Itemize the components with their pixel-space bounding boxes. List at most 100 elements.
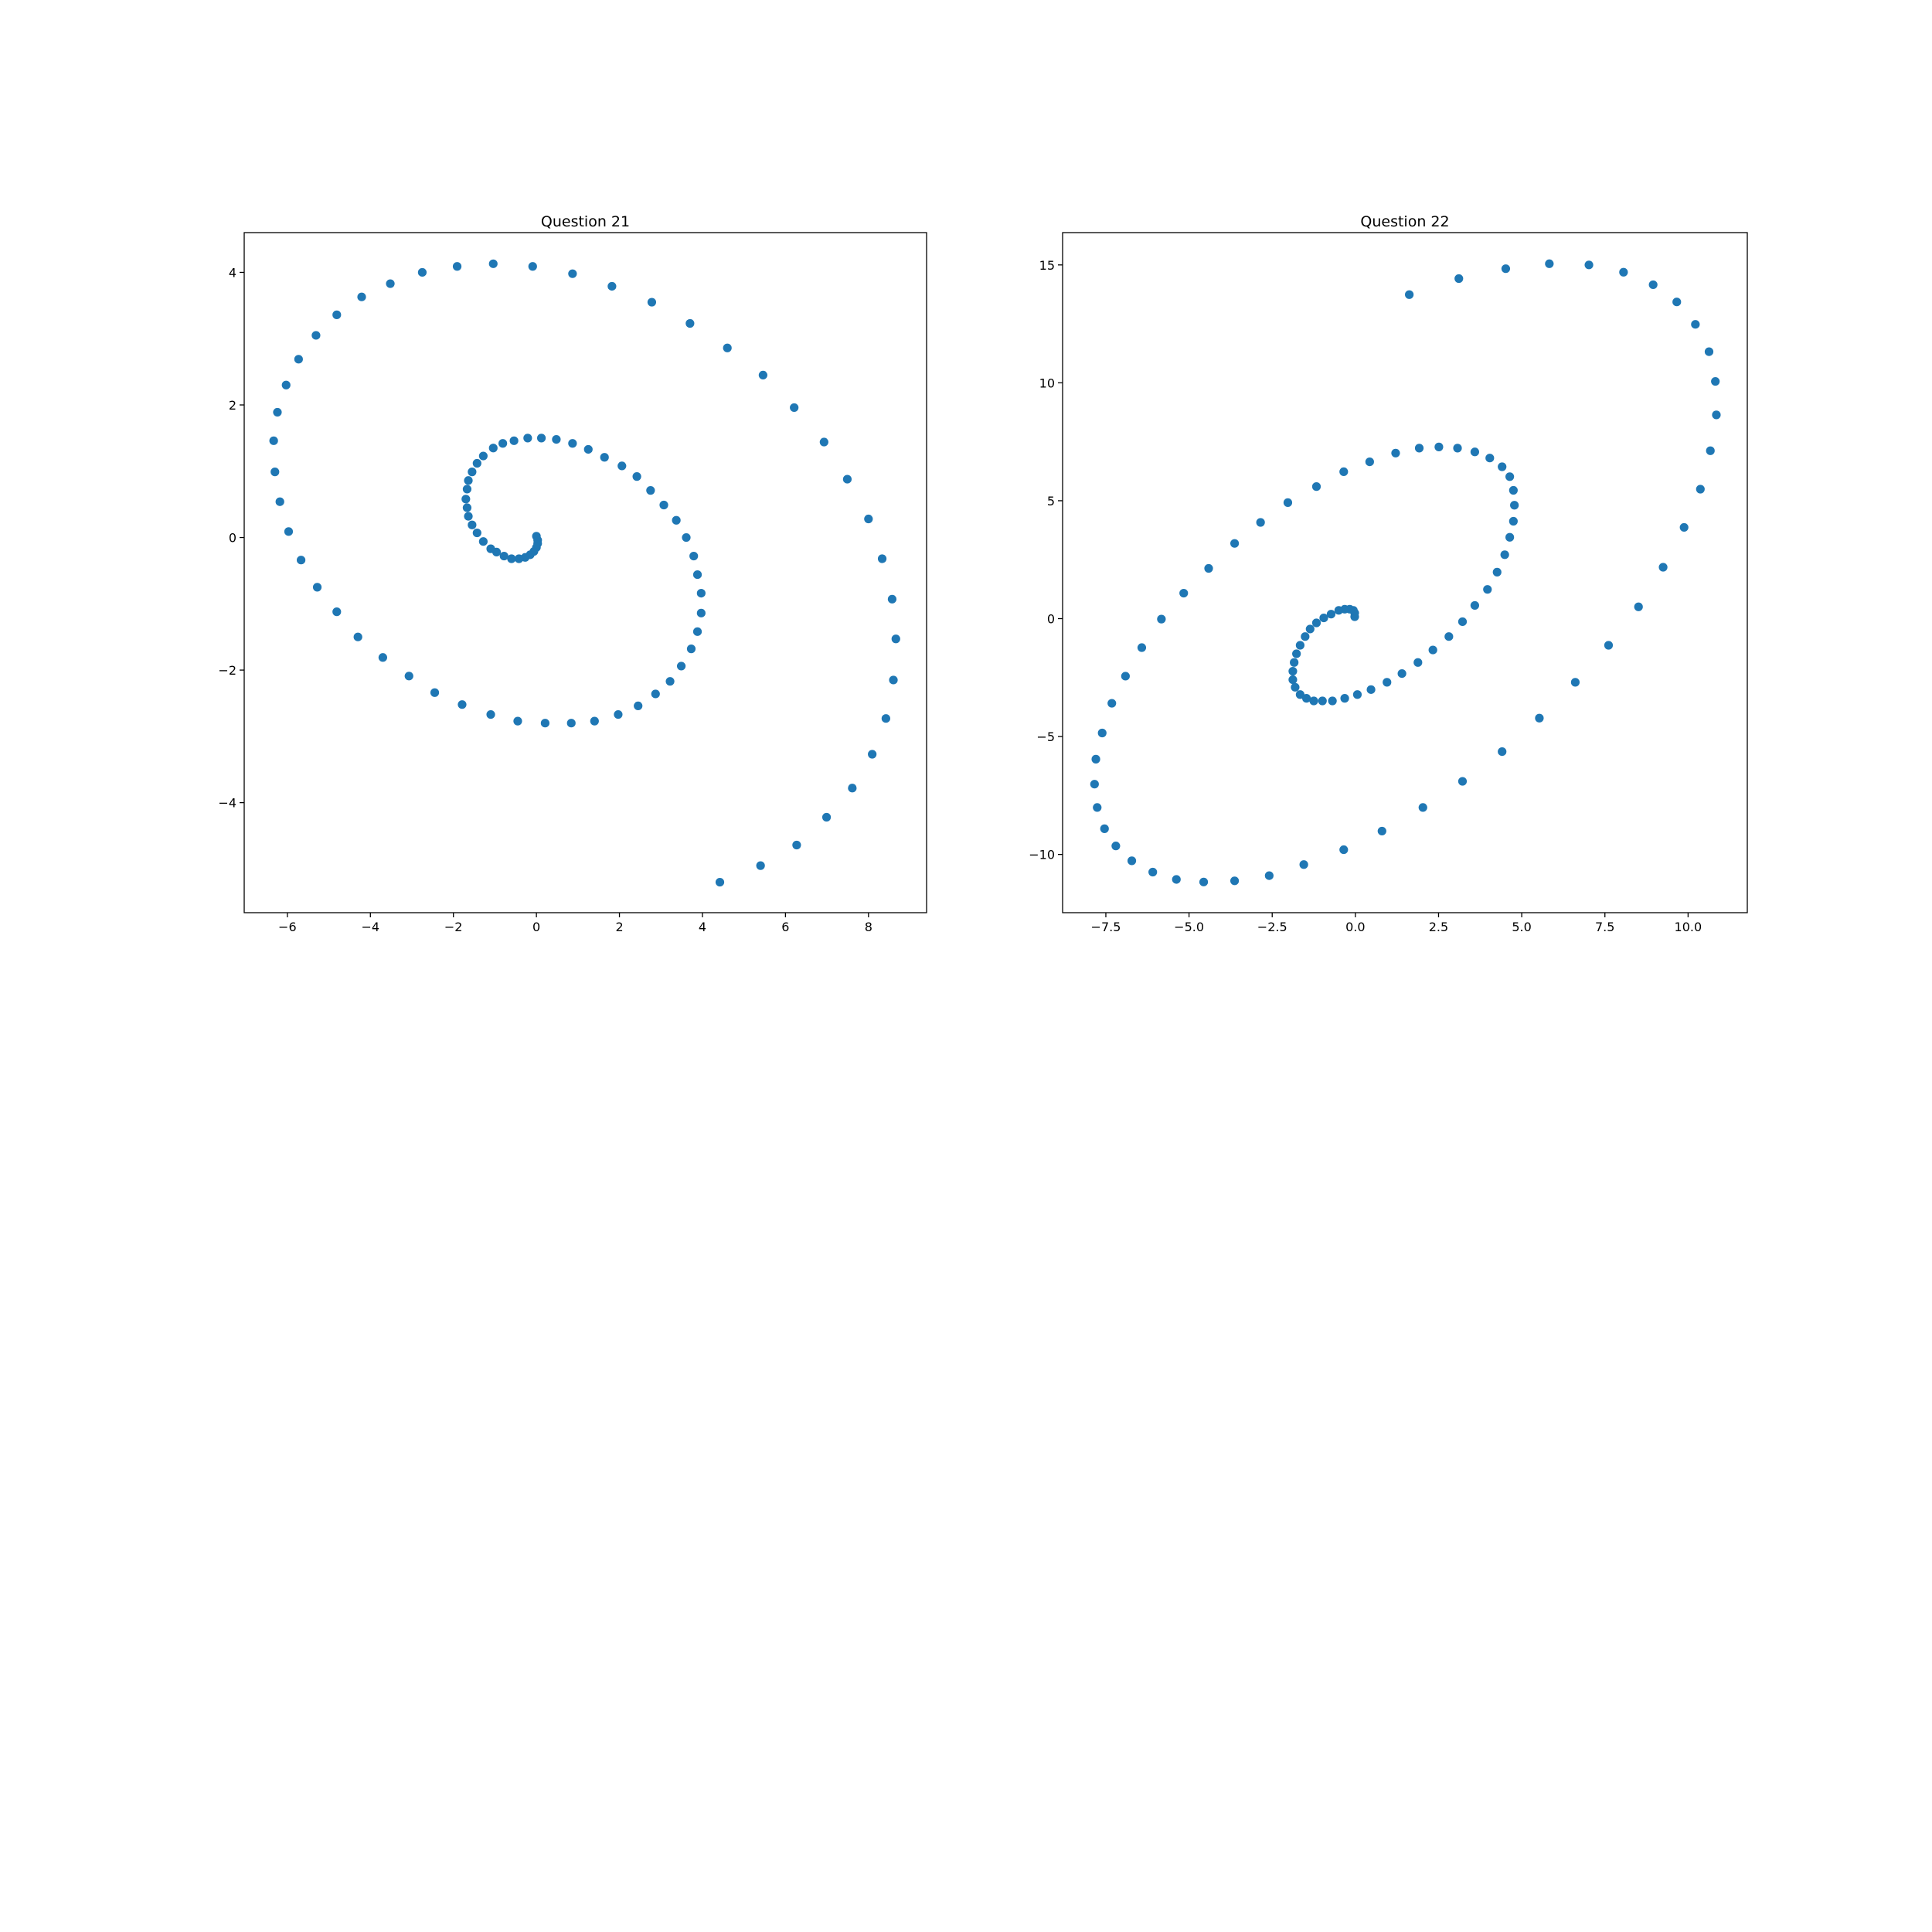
point [1634, 602, 1643, 611]
point [1230, 876, 1240, 886]
point [685, 318, 695, 328]
point [1318, 696, 1327, 706]
point [1509, 485, 1518, 495]
point [1501, 264, 1511, 274]
x-tick-label: 4 [699, 920, 706, 934]
point [692, 627, 702, 636]
point [417, 267, 427, 277]
point [294, 355, 303, 364]
point [507, 554, 516, 563]
point [1091, 754, 1100, 764]
point [457, 700, 467, 709]
point [1391, 448, 1400, 457]
point [568, 269, 577, 278]
point [1328, 696, 1337, 706]
point [1148, 867, 1158, 877]
point [284, 527, 294, 536]
point [528, 262, 537, 271]
point [1545, 259, 1554, 268]
point [686, 645, 696, 654]
y-tick-label: 0 [229, 531, 236, 546]
point [1619, 267, 1628, 277]
point [1288, 675, 1298, 685]
point [651, 689, 660, 699]
point [1093, 803, 1102, 812]
point [692, 570, 702, 580]
point [1319, 613, 1328, 623]
point [1365, 457, 1374, 467]
point [1492, 567, 1502, 577]
point [600, 453, 609, 462]
point [275, 497, 284, 506]
point [478, 451, 488, 461]
point [1283, 498, 1293, 507]
point [634, 701, 643, 710]
point [790, 403, 799, 413]
point [1305, 624, 1315, 634]
chart-title: Question 21 [541, 213, 630, 230]
point [1509, 516, 1518, 526]
point [464, 476, 473, 485]
point [1706, 446, 1715, 455]
point [1418, 803, 1427, 812]
point [1290, 658, 1299, 667]
point [1704, 347, 1714, 356]
point [1301, 694, 1311, 703]
point [1584, 260, 1594, 270]
plot-frame [243, 232, 927, 913]
point [509, 436, 519, 445]
point [1111, 842, 1121, 851]
point [486, 544, 495, 553]
point [296, 556, 306, 565]
point [472, 528, 481, 538]
point [1658, 563, 1668, 572]
point [1711, 376, 1720, 386]
point [659, 500, 668, 510]
x-tick-label: −7.5 [1091, 920, 1121, 934]
y-tick-label: 0 [1047, 612, 1055, 627]
point [821, 812, 832, 822]
point [1500, 550, 1509, 560]
point [514, 554, 524, 563]
y-tick-label: 5 [1047, 494, 1055, 509]
point [1204, 563, 1213, 573]
point [430, 688, 440, 697]
point [887, 594, 897, 604]
x-tick-label: 10.0 [1675, 920, 1702, 934]
point [488, 259, 498, 268]
point [583, 444, 593, 454]
point [461, 495, 471, 504]
point [1299, 860, 1308, 869]
point [607, 281, 617, 291]
point [1256, 518, 1265, 527]
point [566, 719, 576, 728]
point [478, 537, 488, 546]
point [353, 632, 362, 641]
point [1339, 467, 1349, 477]
point [676, 662, 686, 671]
point [468, 468, 477, 477]
point [758, 370, 767, 380]
point [1414, 444, 1424, 453]
point [682, 532, 691, 543]
point [696, 608, 706, 617]
x-tick-label: 6 [781, 920, 789, 934]
point [1691, 320, 1700, 329]
point [357, 292, 366, 301]
point [332, 607, 342, 617]
point [1230, 539, 1240, 548]
y-tick-label: 15 [1039, 258, 1055, 273]
x-tick-label: −2 [444, 920, 463, 934]
point [1352, 690, 1362, 699]
point [1311, 618, 1321, 628]
point [1485, 454, 1495, 463]
point [1264, 871, 1274, 880]
point [498, 439, 508, 448]
point [269, 436, 278, 445]
point [1570, 678, 1580, 687]
point [889, 675, 898, 685]
point [842, 474, 852, 484]
point [1137, 643, 1147, 652]
point [646, 486, 655, 495]
